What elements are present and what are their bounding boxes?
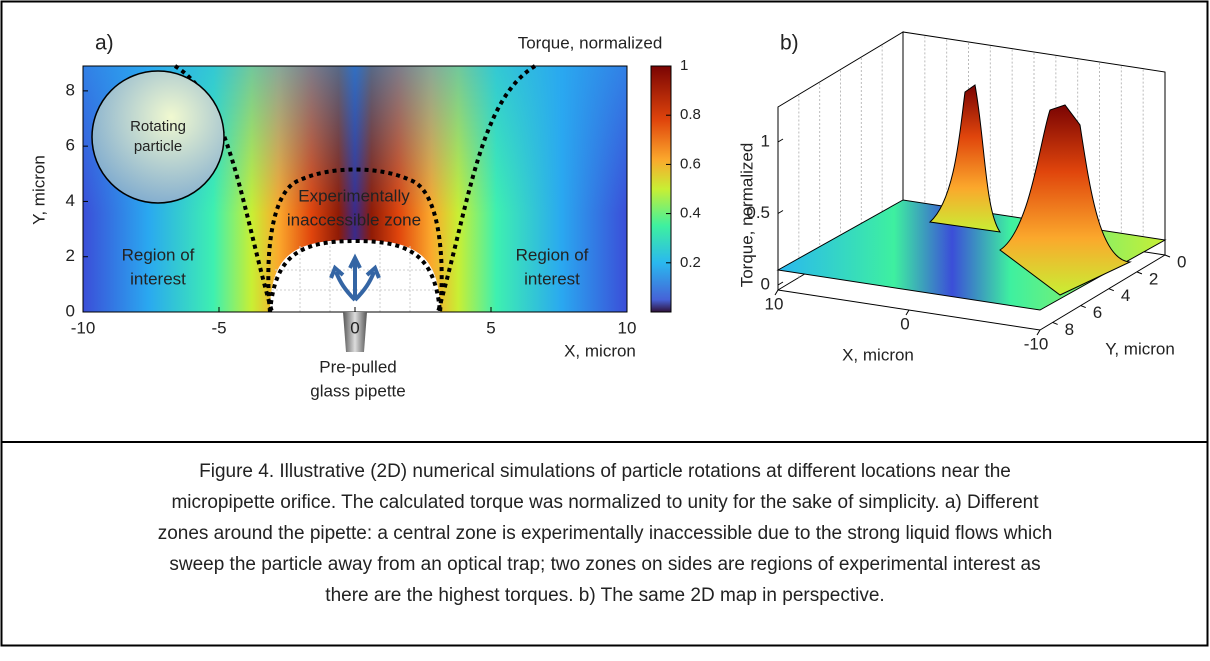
y-tick-label: 0	[1177, 252, 1186, 271]
colorbar	[650, 65, 672, 313]
x-tick-label: -10	[71, 318, 96, 337]
y-tick	[1136, 271, 1143, 275]
panel-b: b) Torque, normalized X, micron Y, micro…	[737, 31, 1175, 364]
annotation: interest	[524, 269, 580, 288]
x-tick-label: 0	[350, 318, 359, 337]
pipette	[343, 312, 367, 352]
surface-peak	[928, 84, 1002, 233]
x-tick	[1036, 329, 1041, 336]
y-tick-label: 2	[1149, 269, 1158, 288]
x-tick-label: 10	[765, 294, 784, 313]
frame	[0, 0, 1209, 647]
x-tick-label: -10	[1024, 334, 1049, 353]
y-tick-label: 2	[66, 246, 75, 265]
y-tick-label: 8	[1065, 320, 1074, 339]
y-tick-label: 8	[66, 80, 75, 99]
y-tick-label: 4	[1121, 286, 1130, 305]
y-tick	[1108, 288, 1115, 292]
panel-label: a)	[95, 32, 114, 55]
y-tick	[1052, 321, 1058, 325]
x-tick-label: 10	[618, 318, 637, 337]
x-axis-label: X, micron	[564, 341, 636, 360]
x-axis-label: X, micron	[842, 345, 914, 364]
surface-peak	[999, 104, 1132, 296]
panel-a: a) Torque, normalized X, micron Y, micro…	[29, 32, 672, 400]
colorbar-title: Torque, normalized	[518, 33, 663, 52]
colorbar-tick-label: 1	[680, 57, 688, 74]
annotation: glass pipette	[310, 381, 405, 400]
y-tick	[1080, 305, 1086, 309]
x-tick	[774, 289, 779, 296]
caption-line: there are the highest torques. b) The sa…	[325, 585, 884, 606]
colorbar-tick-label: 0.4	[680, 205, 701, 222]
wall-grid	[798, 35, 1144, 278]
z-tick-label: 0.5	[746, 203, 770, 222]
annotation: Region of	[516, 245, 589, 264]
y-tick	[1164, 254, 1171, 258]
colorbar-tick-label: 0.8	[680, 106, 701, 123]
y-tick-label: 6	[1093, 303, 1102, 322]
colorbar-tick-label: 0.6	[680, 155, 701, 172]
caption-line: Figure 4. Illustrative (2D) numerical si…	[199, 461, 1011, 482]
y-tick-label: 0	[66, 301, 75, 320]
colorbar-tick-label: 0.2	[680, 254, 701, 271]
panel-label: b)	[780, 32, 799, 55]
caption-line: zones around the pipette: a central zone…	[158, 523, 1053, 544]
annotation: Pre-pulled	[319, 357, 397, 376]
x-tick	[905, 309, 910, 316]
y-tick-label: 4	[66, 191, 75, 210]
z-tick-label: 1	[761, 131, 770, 150]
y-axis-label: Y, micron	[1105, 339, 1175, 358]
annotation: interest	[130, 269, 186, 288]
z-tick-label: 0	[761, 274, 770, 293]
x-tick-label: 0	[900, 314, 909, 333]
z-axis-label: Torque, normalized	[737, 143, 756, 288]
z-tick	[777, 138, 784, 143]
caption-line: micropipette orifice. The calculated tor…	[171, 492, 1039, 513]
zone-grid	[272, 241, 438, 312]
y-axis-label: Y, micron	[29, 155, 48, 225]
caption: Figure 4. Illustrative (2D) numerical si…	[158, 461, 1053, 606]
caption-line: sweep the particle away from an optical …	[169, 554, 1040, 575]
x-tick-label: -5	[211, 318, 226, 337]
z-tick	[777, 281, 784, 286]
x-tick-label: 5	[486, 318, 495, 337]
y-tick-label: 6	[66, 136, 75, 155]
z-tick	[777, 210, 784, 214]
annotation: particle	[134, 138, 182, 155]
particle	[91, 70, 225, 204]
annotation: Rotating	[130, 118, 186, 135]
annotation: Experimentally	[298, 186, 410, 205]
annotation: inaccessible zone	[287, 210, 421, 229]
annotation: Region of	[122, 245, 195, 264]
flow-arrows	[329, 253, 381, 302]
